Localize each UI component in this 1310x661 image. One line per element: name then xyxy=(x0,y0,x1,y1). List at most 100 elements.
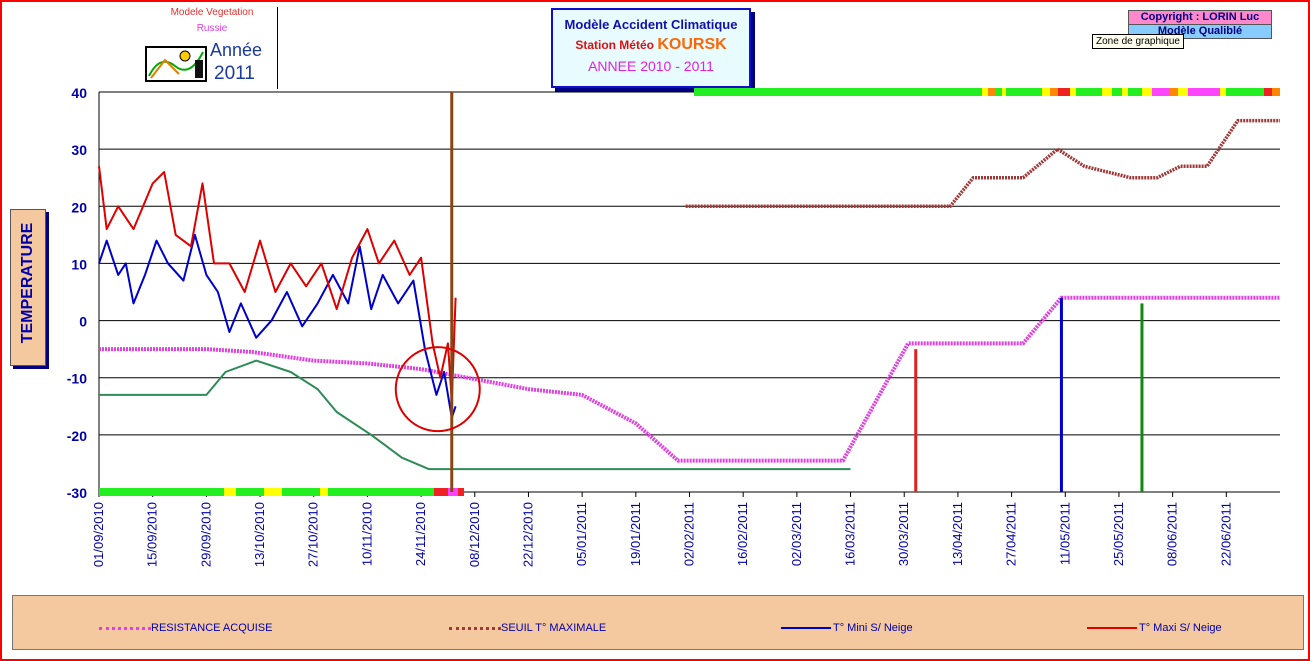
chart-title-box: Modèle Accident Climatique Station Météo… xyxy=(551,8,751,88)
highlight-circle xyxy=(394,346,481,433)
chart-area-tooltip: Zone de graphique xyxy=(1092,34,1184,49)
top-status-bar-5 xyxy=(1006,88,1042,96)
x-tick-label-19: 25/05/2011 xyxy=(1111,502,1126,566)
x-tick-label-9: 05/01/2011 xyxy=(574,502,589,566)
x-tick-label-18: 11/05/2011 xyxy=(1057,502,1072,565)
bottom-status-bar-0 xyxy=(99,488,224,496)
bottom-status-bar-7 xyxy=(434,488,448,496)
legend-swatch-tmini xyxy=(781,627,831,629)
top-status-bar-23 xyxy=(1272,88,1280,96)
x-tick-label-0: 01/09/2010 xyxy=(91,502,106,567)
x-tick-label-20: 08/06/2011 xyxy=(1165,502,1180,566)
legend: RESISTANCE ACQUISE SEUIL T° MAXIMALE T° … xyxy=(12,595,1304,650)
vegetation-year: 2011 xyxy=(214,63,255,84)
x-tick-label-10: 19/01/2011 xyxy=(628,502,643,566)
top-status-bar-8 xyxy=(1058,88,1070,96)
bottom-status-bar-2 xyxy=(236,488,264,496)
top-status-bar-21 xyxy=(1226,88,1264,96)
x-tick-label-11: 02/02/2011 xyxy=(682,502,697,566)
legend-swatch-seuil xyxy=(449,627,501,633)
top-status-bar-2 xyxy=(988,88,996,96)
vegetation-logo-icon xyxy=(145,46,207,82)
x-tick-label-2: 29/09/2010 xyxy=(198,502,213,567)
x-tick-label-5: 10/11/2010 xyxy=(359,502,374,566)
legend-label-tmaxi: T° Maxi S/ Neige xyxy=(1139,622,1222,634)
top-status-bar-17 xyxy=(1170,88,1178,96)
x-tick-label-4: 27/10/2010 xyxy=(306,502,321,567)
y-tick-label-4: 10 xyxy=(71,256,87,272)
x-tick-labels: 01/09/2010 15/09/2010 29/09/2010 13/10/2010… xyxy=(91,492,1233,567)
x-tick-label-21: 22/06/2011 xyxy=(1218,502,1233,566)
top-status-bar-4 xyxy=(1002,88,1006,96)
top-status-bar-6 xyxy=(1042,88,1050,96)
bottom-status-bar-5 xyxy=(320,488,328,496)
station-prefix: Station Météo xyxy=(575,38,658,52)
top-status-bar-16 xyxy=(1152,88,1170,96)
legend-label-seuil: SEUIL T° MAXIMALE xyxy=(501,622,607,634)
bottom-status-bar-4 xyxy=(282,488,320,496)
station-line: Station Météo KOURSK xyxy=(553,36,749,54)
vegetation-model-subtitle: Russie xyxy=(196,23,228,34)
top-status-bar-12 xyxy=(1112,88,1122,96)
top-status-bar-20 xyxy=(1220,88,1226,96)
y-tick-labels: -30 -20 -10 0 10 20 30 40 xyxy=(67,85,87,501)
series-line-4 xyxy=(99,359,851,471)
top-status-bar-18 xyxy=(1178,88,1188,96)
legend-label-resistance: RESISTANCE ACQUISE xyxy=(151,622,273,634)
y-tick-label-7: 40 xyxy=(71,85,87,101)
bottom-status-bar-1 xyxy=(224,488,236,496)
copyright-badge: Copyright : LORIN Luc xyxy=(1128,10,1272,25)
x-tick-label-12: 16/02/2011 xyxy=(735,502,750,566)
series-line-2 xyxy=(98,233,457,419)
top-status-bar-15 xyxy=(1142,88,1152,96)
x-tick-label-16: 13/04/2011 xyxy=(950,502,965,566)
legend-label-tmini: T° Mini S/ Neige xyxy=(833,622,913,634)
x-tick-label-3: 13/10/2010 xyxy=(252,502,267,567)
y-tick-label-1: -20 xyxy=(67,428,87,444)
temperature-chart[interactable]: -30 -20 -10 0 10 20 30 40 01/09/2010 15/09/2010 2… xyxy=(2,2,1308,592)
x-tick-label-17: 27/04/2011 xyxy=(1004,502,1019,566)
top-status-bar-7 xyxy=(1050,88,1058,96)
vegetation-year-label: Année xyxy=(210,40,263,60)
x-tick-label-7: 08/12/2010 xyxy=(467,502,482,567)
x-tick-label-13: 02/03/2011 xyxy=(789,502,804,566)
top-status-bar-14 xyxy=(1128,88,1142,96)
series-lines xyxy=(98,118,1280,471)
x-tick-label-14: 16/03/2011 xyxy=(843,502,858,566)
top-status-bar-10 xyxy=(1076,88,1102,96)
y-tick-label-5: 20 xyxy=(71,199,87,215)
top-status-bar-13 xyxy=(1122,88,1128,96)
y-axis-label-box: TEMPERATURE xyxy=(10,209,46,366)
series-line-1 xyxy=(685,118,1280,209)
x-tick-label-1: 15/09/2010 xyxy=(145,502,160,567)
top-status-bar-1 xyxy=(982,88,988,96)
vegetation-model-title: Modele Vegetation xyxy=(170,7,254,18)
top-status-bar-19 xyxy=(1188,88,1220,96)
chart-title: Modèle Accident Climatique xyxy=(564,17,738,32)
top-status-bar-22 xyxy=(1264,88,1272,96)
series-line-3 xyxy=(98,166,457,402)
legend-swatch-tmaxi xyxy=(1087,627,1137,629)
y-tick-label-0: -30 xyxy=(67,485,87,501)
y-tick-label-3: 0 xyxy=(79,314,87,330)
bottom-status-bar-9 xyxy=(458,488,464,496)
station-name: KOURSK xyxy=(657,36,727,53)
top-status-bar-9 xyxy=(1070,88,1076,96)
y-tick-label-2: -10 xyxy=(67,371,87,387)
x-tick-label-8: 22/12/2010 xyxy=(520,502,535,567)
header-divider xyxy=(277,7,278,89)
top-status-bar-11 xyxy=(1102,88,1112,96)
year-range: ANNEE 2010 - 2011 xyxy=(588,58,714,74)
status-bars xyxy=(99,88,1280,496)
top-status-bar-0 xyxy=(694,88,982,96)
top-status-bar-3 xyxy=(996,88,1002,96)
bottom-status-bar-6 xyxy=(328,488,434,496)
bottom-status-bar-3 xyxy=(264,488,282,496)
series-line-0 xyxy=(99,295,1280,463)
x-tick-label-15: 30/03/2011 xyxy=(896,502,911,566)
y-tick-label-6: 30 xyxy=(71,142,87,158)
vertical-markers xyxy=(394,92,1144,492)
x-tick-label-6: 24/11/2010 xyxy=(413,502,428,566)
legend-swatch-resistance xyxy=(99,627,151,633)
